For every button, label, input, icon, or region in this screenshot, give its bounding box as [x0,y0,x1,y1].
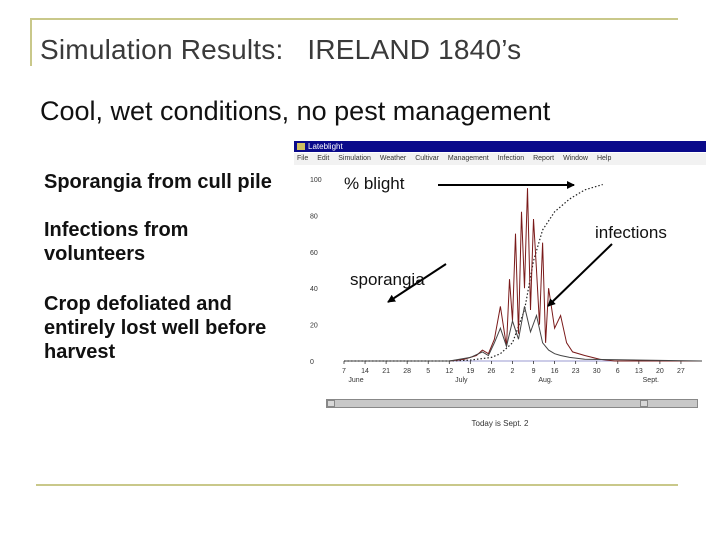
horizontal-scrollbar[interactable] [326,399,698,408]
month-label: June [348,377,363,384]
x-tick-label: 27 [677,368,685,375]
x-tick-label: 14 [361,368,369,375]
bullet-infections: Infections from volunteers [44,219,189,265]
y-tick-label: 100 [310,177,322,184]
x-tick-label: 9 [532,368,536,375]
y-tick-label: 40 [310,286,318,293]
bullet-list: Sporangia from cull pile Infections from… [44,170,284,388]
menu-help[interactable]: Help [596,155,612,162]
slide-subtitle: Cool, wet conditions, no pest management [40,96,551,126]
x-tick-label: 2 [511,368,515,375]
menu-bar: File Edit Simulation Weather Cultivar Ma… [294,153,706,165]
y-tick-label: 60 [310,250,318,257]
status-text: Today is Sept. 2 [471,419,529,428]
x-tick-label: 7 [342,368,346,375]
month-label: Aug. [538,377,552,384]
series-line-1 [344,188,702,362]
x-tick-label: 26 [488,368,496,375]
month-label: July [455,377,468,384]
infections-arrow [547,243,613,307]
bullet-sporangia: Sporangia from cull pile [44,171,272,193]
x-tick-label: 28 [403,368,411,375]
menu-weather[interactable]: Weather [379,155,407,162]
x-tick-label: 30 [593,368,601,375]
simulation-chart: 100 80 60 40 20 0 7 14 21 28 5 12 19 26 2 9 16 23 30 6 13 20 2… [310,177,703,384]
sporangia-arrow [387,263,447,303]
window-titlebar[interactable]: Lateblight [294,141,706,152]
top-rule [30,18,678,20]
menu-infection[interactable]: Infection [497,155,525,162]
menu-management[interactable]: Management [447,155,489,162]
menu-file[interactable]: File [297,155,309,162]
app-icon [297,143,305,150]
month-label: Sept. [643,377,659,384]
bottom-rule [36,484,678,486]
left-rule [30,18,32,66]
y-tick-label: 80 [310,213,318,220]
menu-report[interactable]: Report [533,155,555,162]
x-tick-label: 23 [572,368,580,375]
menu-cultivar[interactable]: Cultivar [415,155,439,162]
x-tick-label: 19 [466,368,474,375]
y-tick-label: 0 [310,359,314,366]
x-tick-label: 13 [635,368,643,375]
blight-annotation: % blight [344,174,405,193]
x-tick-label: 6 [616,368,620,375]
sporangia-annotation: sporangia [350,270,425,289]
menu-simulation[interactable]: Simulation [338,155,371,162]
scroll-left-button[interactable] [327,400,335,407]
bullet-crop-lost: Crop defoliated and entirely lost well b… [44,293,267,363]
x-tick-label: 20 [656,368,664,375]
x-tick-label: 5 [426,368,430,375]
x-tick-label: 16 [551,368,559,375]
y-tick-label: 20 [310,323,318,330]
x-tick-label: 12 [445,368,453,375]
menu-window[interactable]: Window [563,155,588,162]
scroll-thumb[interactable] [640,400,648,407]
slide-title: Simulation Results: IRELAND 1840’s [40,34,522,65]
series-line-0 [344,183,603,362]
lateblight-window: Lateblight File Edit Simulation Weather … [294,141,706,441]
series-line-2 [344,306,703,362]
x-tick-label: 21 [382,368,390,375]
window-title: Lateblight [308,142,343,151]
infections-annotation: infections [595,223,667,242]
menu-edit[interactable]: Edit [317,155,330,162]
